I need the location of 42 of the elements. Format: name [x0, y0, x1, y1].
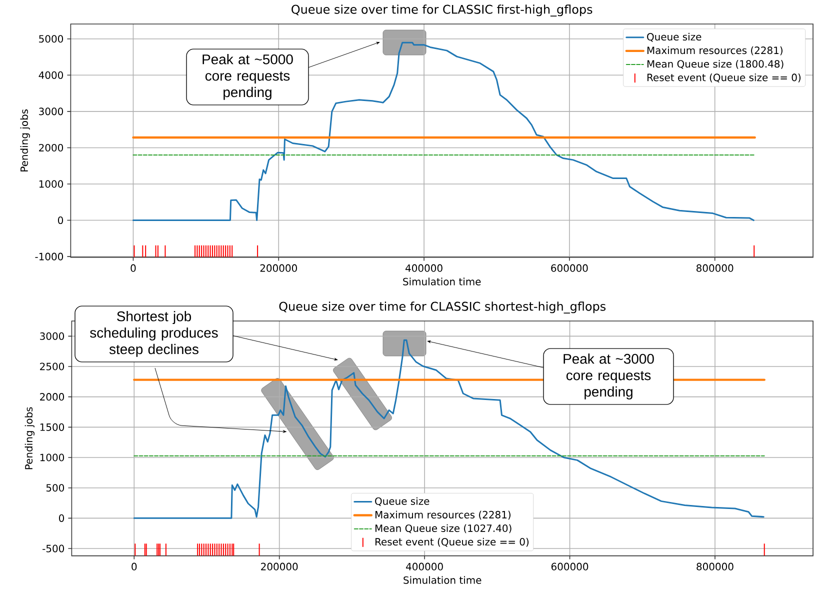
x-axis-title: Simulation time	[403, 278, 481, 286]
legend-label: Mean Queue size (1800.48)	[647, 60, 784, 69]
y-tick-label: 1000	[39, 180, 64, 188]
y-tick-label: 500	[46, 484, 64, 492]
x-tick-label: 800000	[696, 264, 734, 272]
x-tick-label: 200000	[261, 562, 298, 570]
chart-title: Queue size over time for CLASSIC shortest-high_gflops	[279, 302, 606, 314]
legend-label: Queue size	[647, 32, 702, 42]
x-tick-label: 400000	[406, 264, 442, 272]
y-tick-label: 2000	[40, 393, 64, 401]
annotation: Peak at ~3000 core requests pending	[564, 354, 654, 400]
y-tick-label: 5000	[39, 35, 64, 43]
x-tick-label: 600000	[551, 264, 588, 272]
x-axis-title: Simulation time	[404, 576, 482, 584]
y-tick-label: -500	[42, 544, 64, 552]
x-tick-label: 0	[132, 562, 137, 570]
legend-label: Reset event (Queue size == 0)	[375, 538, 529, 547]
legend-label: Maximum resources (2281)	[375, 510, 510, 520]
y-tick-label: -1000	[35, 252, 64, 260]
y-tick-label: 2000	[39, 144, 64, 152]
y-tick-label: 3000	[40, 332, 64, 340]
y-tick-label: 0	[58, 216, 64, 224]
y-tick-label: 4000	[38, 71, 64, 79]
x-tick-label: 600000	[551, 562, 588, 570]
y-tick-label: 2500	[40, 362, 64, 370]
legend-label: Queue size	[375, 497, 430, 506]
annotation: Shortest job scheduling produces steep declines	[90, 311, 218, 357]
legend-label: Reset event (Queue size == 0)	[647, 73, 801, 82]
x-tick-label: 200000	[260, 264, 297, 272]
x-tick-label: 0	[130, 264, 136, 272]
x-tick-label: 800000	[696, 562, 734, 570]
y-tick-label: 1500	[40, 423, 64, 431]
y-tick-label: 1000	[40, 454, 64, 462]
legend-label: Mean Queue size (1027.40)	[375, 524, 512, 534]
y-tick-label: 0	[59, 514, 64, 522]
y-axis-title: Pending jobs	[20, 109, 30, 172]
chart-title: Queue size over time for CLASSIC first-high_gflops	[292, 4, 592, 16]
y-axis-title: Pending jobs	[24, 407, 34, 470]
annotation: Peak at ~5000 core requests pending	[202, 54, 293, 100]
legend-label: Maximum resources (2281)	[647, 46, 782, 56]
x-tick-label: 400000	[406, 562, 443, 570]
y-tick-label: 3000	[39, 108, 64, 116]
